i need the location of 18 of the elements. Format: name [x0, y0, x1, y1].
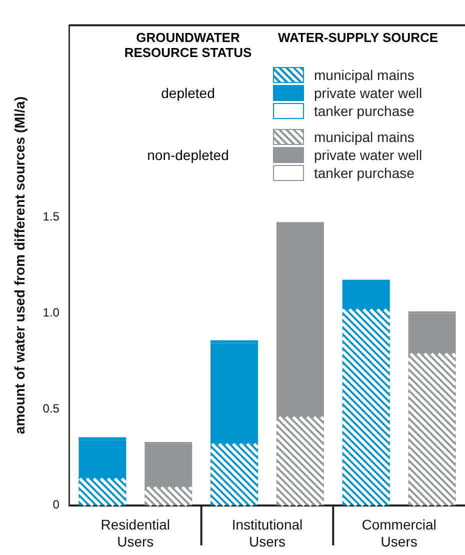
text: private water well — [314, 85, 422, 101]
y-tick-label: 0 — [52, 498, 60, 512]
legend-label: municipal mains — [314, 129, 414, 145]
x-tick-label: Institutional Users — [232, 516, 303, 550]
legend-label: private water well — [314, 147, 422, 163]
y-tick-label: 1.5 — [42, 210, 60, 224]
legend-title: WATER-SUPPLY SOURCE — [276, 30, 440, 47]
annotation: GROUNDWATER RESOURCE STATUS — [123, 30, 253, 60]
legend-label: tanker purchase — [314, 165, 414, 181]
text: municipal mains — [314, 67, 414, 83]
x-tick-label: Commercial Users — [362, 516, 436, 550]
x-tick-label: Residential Users — [100, 516, 170, 550]
annotation: non-depleted — [146, 147, 230, 163]
y-axis-title: amount of water used from different sources (Ml/a) — [11, 96, 28, 434]
annotation: depleted — [160, 85, 216, 101]
text: tanker purchase — [314, 103, 414, 119]
y-tick-label: 1.0 — [42, 306, 60, 320]
y-tick-label: 0.5 — [42, 402, 60, 416]
